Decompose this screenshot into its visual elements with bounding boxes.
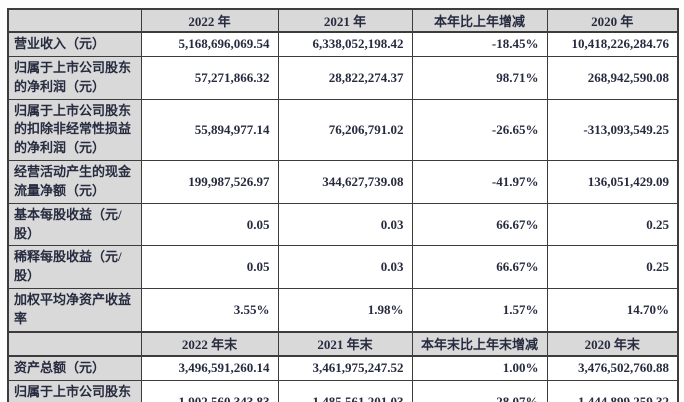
value-2021: 3,461,975,247.52: [277, 355, 413, 381]
col-header-2021: 2021 年: [277, 8, 413, 33]
row-label: 加权平均净资产收益 率: [7, 288, 142, 333]
value-change: 1.00%: [411, 355, 548, 381]
blank-header-cell: [7, 330, 142, 357]
row-label: 归属于上市公司股东 的扣除非经常性损益 的净利润（元）: [7, 98, 142, 162]
value-2022: 55,894,977.14: [140, 98, 279, 162]
table-row-net-profit-excl-nonrecurring: 归属于上市公司股东 的扣除非经常性损益 的净利润（元） 55,894,977.1…: [7, 98, 679, 162]
period-header-row: 2022 年 2021 年 本年比上年增减 2020 年: [7, 8, 679, 33]
value-change: 28.07%: [411, 379, 548, 402]
row-label: 归属于上市公司股东 的净资产（元）: [7, 379, 142, 402]
row-label: 经营活动产生的现金 流量净额（元）: [7, 160, 142, 204]
value-2021: 76,206,791.02: [277, 98, 413, 162]
row-label: 营业收入（元）: [7, 31, 142, 57]
table-row-net-profit: 归属于上市公司股东 的净利润（元） 57,271,866.32 28,822,2…: [7, 55, 679, 100]
value-2022: 3.55%: [140, 288, 279, 333]
value-2020: 10,418,226,284.76: [546, 31, 679, 57]
value-2020: 3,476,502,760.88: [546, 355, 679, 381]
col-header-2022: 2022 年: [140, 8, 279, 33]
value-change: -41.97%: [411, 160, 548, 204]
value-2020: 0.25: [546, 202, 679, 247]
value-change: 66.67%: [411, 202, 548, 247]
col-header-yoy-end-change: 本年末比上年末增减: [411, 330, 548, 357]
period-end-header-row: 2022 年末 2021 年末 本年末比上年末增减 2020 年末: [7, 330, 679, 357]
col-header-2020-end: 2020 年末: [546, 330, 679, 357]
value-2021: 1.98%: [277, 288, 413, 333]
value-2020: -313,093,549.25: [546, 98, 679, 162]
table-row-total-assets: 资产总额（元） 3,496,591,260.14 3,461,975,247.5…: [7, 355, 679, 381]
value-2022: 0.05: [140, 245, 279, 290]
col-header-2021-end: 2021 年末: [277, 330, 413, 357]
value-2022: 1,902,560,343.83: [140, 379, 279, 402]
table-row-revenue: 营业收入（元） 5,168,696,069.54 6,338,052,198.4…: [7, 31, 679, 57]
value-2021: 0.03: [277, 245, 413, 290]
value-2020: 14.70%: [546, 288, 679, 333]
value-2020: 0.25: [546, 245, 679, 290]
table-row-diluted-eps: 稀释每股收益（元/ 股） 0.05 0.03 66.67% 0.25: [7, 245, 679, 290]
value-2022: 57,271,866.32: [140, 55, 279, 100]
col-header-yoy-change: 本年比上年增减: [411, 8, 548, 33]
value-2020: 136,051,429.09: [546, 160, 679, 204]
value-2021: 28,822,274.37: [277, 55, 413, 100]
col-header-2022-end: 2022 年末: [140, 330, 279, 357]
table-row-basic-eps: 基本每股收益（元/ 股） 0.05 0.03 66.67% 0.25: [7, 202, 679, 247]
value-change: -26.65%: [411, 98, 548, 162]
row-label: 资产总额（元）: [7, 355, 142, 381]
value-change: 98.71%: [411, 55, 548, 100]
key-financial-data-table: 2022 年 2021 年 本年比上年增减 2020 年 营业收入（元） 5,1…: [7, 8, 679, 402]
value-2022: 0.05: [140, 202, 279, 247]
value-2020: 268,942,590.08: [546, 55, 679, 100]
value-change: 66.67%: [411, 245, 548, 290]
value-2020: 1,444,899,259.32: [546, 379, 679, 402]
col-header-2020: 2020 年: [546, 8, 679, 33]
value-2021: 344,627,739.08: [277, 160, 413, 204]
value-change: 1.57%: [411, 288, 548, 333]
value-2022: 5,168,696,069.54: [140, 31, 279, 57]
value-2021: 0.03: [277, 202, 413, 247]
value-2022: 3,496,591,260.14: [140, 355, 279, 381]
row-label: 稀释每股收益（元/ 股）: [7, 245, 142, 290]
row-label: 基本每股收益（元/ 股）: [7, 202, 142, 247]
value-change: -18.45%: [411, 31, 548, 57]
value-2022: 199,987,526.97: [140, 160, 279, 204]
value-2021: 6,338,052,198.42: [277, 31, 413, 57]
table-row-net-assets: 归属于上市公司股东 的净资产（元） 1,902,560,343.83 1,485…: [7, 379, 679, 402]
table-row-weighted-avg-roe: 加权平均净资产收益 率 3.55% 1.98% 1.57% 14.70%: [7, 288, 679, 333]
row-label: 归属于上市公司股东 的净利润（元）: [7, 55, 142, 100]
blank-header-cell: [7, 8, 142, 33]
value-2021: 1,485,561,201.03: [277, 379, 413, 402]
table-row-operating-cash-flow: 经营活动产生的现金 流量净额（元） 199,987,526.97 344,627…: [7, 160, 679, 204]
